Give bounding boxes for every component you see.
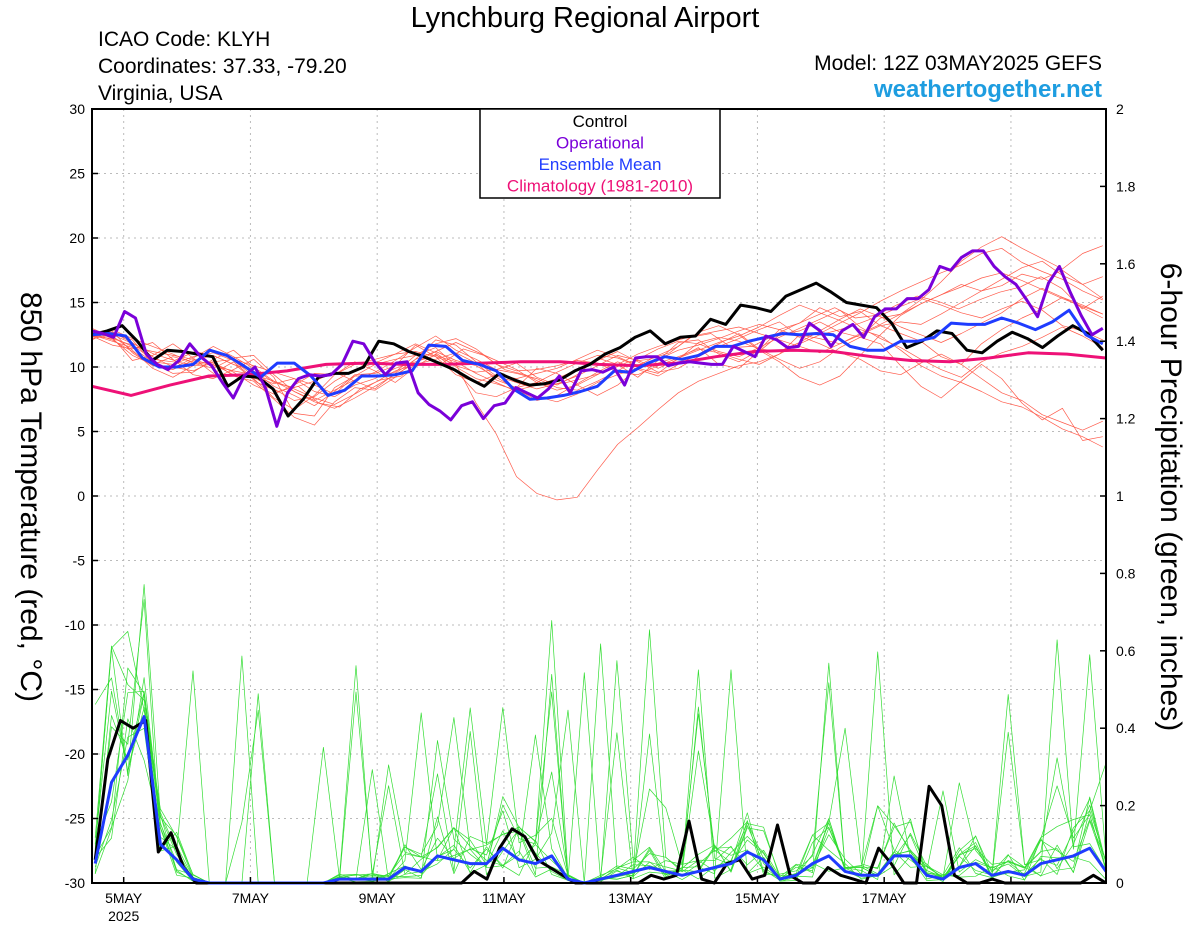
legend-entry: Climatology (1981-2010) [507,177,693,196]
climatology-line [91,348,1107,397]
y-right-tick-label: 0.8 [1116,565,1136,581]
ensemble-member-temp-line [91,309,1103,401]
y-left-tick-label: 15 [69,295,85,311]
control-temp-line [91,281,1104,418]
ensemble-mean-precip-line [93,715,1108,885]
station-info: ICAO Code: KLYH Coordinates: 37.33, -79.… [98,26,347,107]
y-left-tick-label: -5 [73,553,86,569]
y-right-tick-label: 1.4 [1116,333,1136,349]
y-right-tick-label: 0 [1116,875,1124,891]
control-precip-line [93,719,1107,885]
y-right-tick-label: 1.2 [1116,411,1136,427]
y-right-tick-label: 1.6 [1116,256,1136,272]
legend-entry: Control [573,112,628,131]
y-left-tick-label: -15 [65,682,85,698]
y-left-tick-label: 25 [69,166,85,182]
coordinates: Coordinates: 37.33, -79.20 [98,55,347,78]
site-link[interactable]: weathertogether.net [873,76,1102,103]
ensemble-member-temp-line [91,298,1103,403]
x-tick-label: 7MAY [232,890,270,906]
legend-box [479,108,721,199]
y-left-tick-label: -30 [65,875,85,891]
ensemble-member-precip-line [94,665,1107,884]
y-right-tick-label: 0.2 [1116,798,1136,814]
ensemble-member-precip-line [94,631,1107,884]
y-left-tick-label: -20 [65,746,85,762]
x-tick-label: 9MAY [359,890,397,906]
y-right-tick-label: 2 [1116,101,1124,117]
ensemble-member-temp-line [91,321,1103,441]
y-left-tick-label: 10 [69,359,85,375]
x-tick-label: 5MAY [105,890,143,906]
ensemble-member-precip-line [94,599,1107,884]
ensemble-member-precip-line [94,670,1107,884]
ensemble-member-precip-line [94,584,1107,884]
chart-title: Lynchburg Regional Airport [410,2,760,34]
legend-entry: Ensemble Mean [539,155,662,174]
ensemble-member-precip-line [94,662,1107,884]
ensemble-member-temp-line [91,276,1103,408]
legend-entry: Operational [556,134,644,153]
ensemble-member-precip-line [94,660,1107,884]
y-right-tick-label: 1 [1116,488,1124,504]
icao-code: ICAO Code: KLYH [98,28,271,51]
model-run: Model: 12Z 03MAY2025 GEFS [814,52,1102,75]
x-tick-sublabel: 2025 [108,908,139,924]
ensemble-mean-temp-line [91,308,1104,401]
y-right-tick-label: 0.6 [1116,643,1136,659]
x-tick-label: 19MAY [989,890,1035,906]
x-tick-label: 13MAY [608,890,654,906]
y-left-tick-label: -10 [65,617,85,633]
plot-frame [91,108,1107,884]
x-tick-label: 15MAY [735,890,781,906]
y-right-tick-label: 0.4 [1116,720,1136,736]
operational-temp-line [91,249,1104,428]
y-left-tick-label: 5 [77,424,85,440]
region: Virginia, USA [98,82,223,105]
y-left-tick-label: 30 [69,101,85,117]
ensemble-member-precip-line [94,629,1107,884]
y-axis-left-label: 850 hPa Temperature (red, °C) [14,292,47,702]
y-left-tick-label: 0 [77,488,85,504]
y-axis-right-label: 6-hour Precipitation (green, inches) [1154,262,1187,732]
x-tick-label: 17MAY [862,890,908,906]
y-left-tick-label: -25 [65,811,85,827]
ensemble-member-temp-line [91,236,1103,426]
y-left-tick-label: 20 [69,230,85,246]
y-right-tick-label: 1.8 [1116,178,1136,194]
x-tick-label: 11MAY [482,890,526,906]
ensemble-member-temp-line [91,272,1103,409]
ensemble-member-precip-line [94,620,1107,884]
